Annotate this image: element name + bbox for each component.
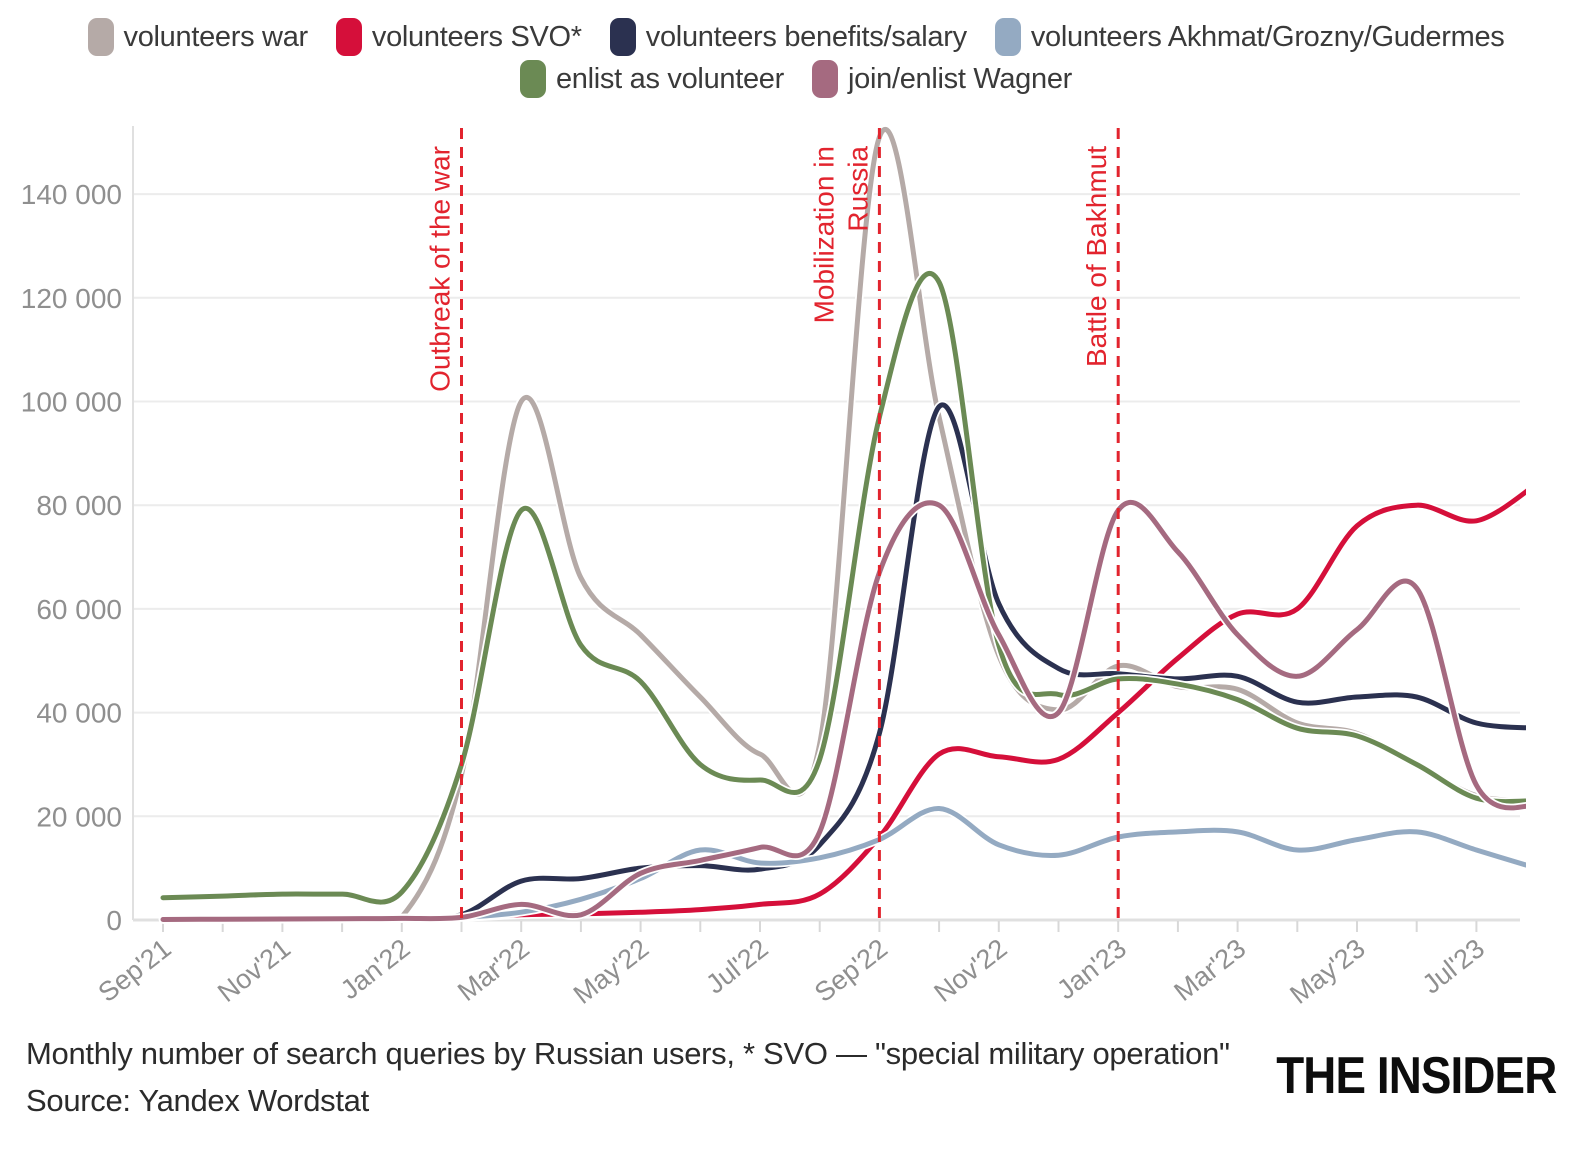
legend-swatch-icon	[87, 18, 114, 56]
x-axis-tick-label: Mar'23	[1168, 933, 1251, 1007]
legend-item: volunteers Akhmat/Grozny/Gudermes	[994, 18, 1505, 56]
caption-source: Source: Yandex Wordstat	[26, 1083, 369, 1118]
legend-swatch-icon	[519, 60, 546, 98]
x-axis-tick-label: Sep'21	[93, 933, 177, 1008]
x-axis-tick-label: Nov'21	[212, 933, 296, 1008]
y-axis-tick-label: 100 000	[21, 387, 122, 418]
event-label: Outbreak of the war	[425, 146, 456, 392]
legend-row: enlist as volunteer join/enlist Wagner	[506, 58, 1086, 100]
caption-title: Monthly number of search queries by Russ…	[26, 1036, 1230, 1071]
x-axis-tick-label: Mar'22	[452, 933, 535, 1007]
legend-swatch-icon	[609, 18, 636, 56]
x-axis-tick-label: Nov'22	[928, 933, 1012, 1008]
x-axis-tick-label: May'22	[568, 933, 654, 1010]
legend-label: join/enlist Wagner	[848, 62, 1073, 95]
x-axis-tick-label: Jan'22	[335, 933, 416, 1005]
y-axis-tick-label: 40 000	[36, 698, 122, 729]
publisher-logo: THE INSIDER	[1275, 1047, 1557, 1105]
legend-item: volunteers SVO*	[335, 18, 582, 56]
series-group	[158, 125, 1526, 924]
y-axis-tick-label: 0	[106, 905, 122, 936]
y-axis-tick-label: 20 000	[36, 801, 122, 832]
x-axis-tick-label: May'23	[1284, 933, 1370, 1010]
legend-label: volunteers benefits/salary	[645, 20, 967, 53]
series-line	[160, 126, 1526, 921]
event-label: Battle of Bakhmut	[1081, 146, 1112, 367]
x-axis-tick-label: Jul'22	[700, 933, 773, 1000]
series-line	[160, 271, 1526, 905]
legend-item: join/enlist Wagner	[812, 60, 1072, 98]
legend-label: volunteers war	[123, 20, 309, 53]
y-axis-tick-label: 140 000	[21, 179, 122, 210]
legend-swatch-icon	[812, 60, 838, 98]
legend-item: volunteers benefits/salary	[609, 18, 967, 56]
legend-label: volunteers SVO*	[371, 20, 582, 53]
chart-caption: Monthly number of search queries by Russ…	[26, 1030, 1230, 1124]
legend-swatch-icon	[994, 18, 1021, 56]
legend-label: volunteers Akhmat/Grozny/Gudermes	[1030, 20, 1505, 53]
legend-row: volunteers war volunteers SVO* volunteers …	[74, 16, 1519, 58]
x-axis-tick-label: Jul'23	[1417, 933, 1490, 1000]
x-axis-tick-label: Sep'22	[809, 933, 893, 1008]
y-axis-tick-label: 120 000	[21, 283, 122, 314]
legend-label: enlist as volunteer	[555, 62, 784, 95]
legend-swatch-icon	[335, 18, 362, 56]
y-axis-tick-label: 60 000	[36, 594, 122, 625]
y-axis-tick-label: 80 000	[36, 490, 122, 521]
event-label: Mobilization in Russia	[808, 146, 873, 324]
series-line	[160, 500, 1526, 922]
legend-item: enlist as volunteer	[519, 60, 784, 98]
legend-item: volunteers war	[87, 18, 309, 56]
x-axis-tick-label: Jan'23	[1051, 933, 1132, 1005]
chart-legend: volunteers war volunteers SVO* volunteers …	[0, 16, 1592, 100]
